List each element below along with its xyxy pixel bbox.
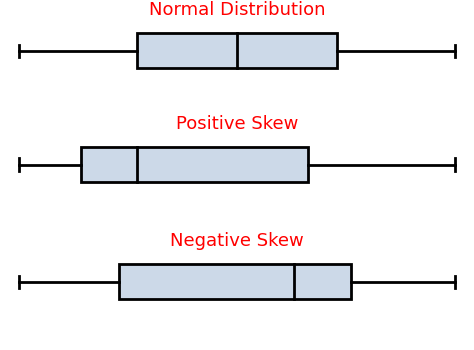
Bar xyxy=(118,264,351,299)
Text: Positive Skew: Positive Skew xyxy=(176,115,298,133)
Text: Normal Distribution: Normal Distribution xyxy=(149,1,325,19)
Bar xyxy=(81,147,308,182)
Bar xyxy=(137,33,337,68)
Text: Negative Skew: Negative Skew xyxy=(170,232,304,250)
